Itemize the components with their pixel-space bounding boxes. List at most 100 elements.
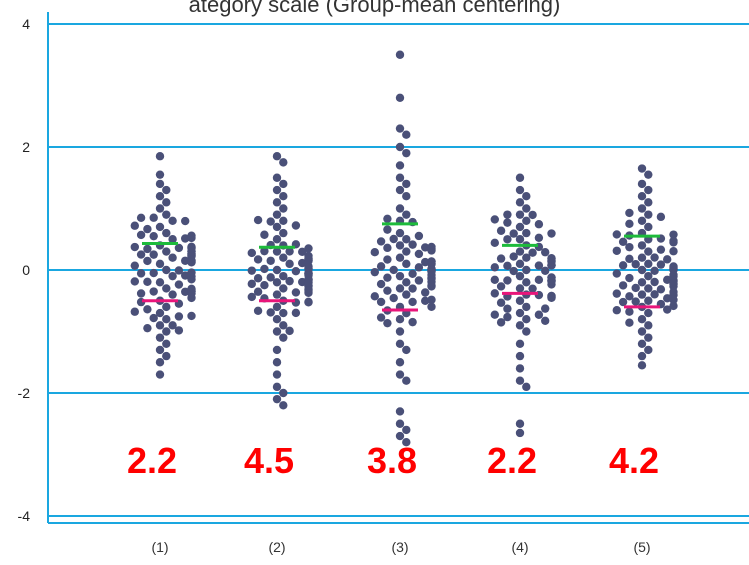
- data-point: [304, 288, 313, 297]
- data-point: [503, 276, 512, 285]
- data-point: [143, 224, 152, 234]
- data-point: [421, 288, 430, 297]
- data-point: [187, 231, 196, 240]
- data-point: [155, 278, 165, 287]
- data-point: [272, 315, 282, 324]
- data-point: [383, 286, 392, 295]
- data-point: [376, 262, 386, 271]
- data-point: [515, 376, 525, 385]
- data-point: [266, 308, 275, 317]
- data-point: [669, 295, 678, 305]
- data-point: [631, 283, 640, 293]
- data-point: [547, 276, 556, 285]
- data-point: [625, 273, 634, 283]
- data-point: [272, 327, 282, 336]
- data-point: [272, 278, 282, 287]
- data-point: [644, 185, 653, 195]
- group-value-label: 2.2: [127, 440, 177, 481]
- data-point: [427, 295, 436, 304]
- data-point: [155, 333, 165, 342]
- data-point: [656, 245, 666, 254]
- data-point: [395, 124, 405, 133]
- data-point: [162, 351, 171, 361]
- data-point: [143, 305, 152, 314]
- data-point: [149, 231, 158, 241]
- data-point: [155, 179, 165, 189]
- data-point: [279, 308, 288, 318]
- data-point: [187, 287, 196, 296]
- data-point: [644, 333, 653, 342]
- data-point: [155, 192, 165, 201]
- data-point: [547, 293, 556, 302]
- data-point: [402, 235, 411, 244]
- data-point: [383, 318, 392, 328]
- data-point: [279, 158, 288, 167]
- data-point: [503, 235, 512, 244]
- data-point: [162, 185, 171, 195]
- data-point: [612, 289, 621, 298]
- data-point: [155, 152, 165, 161]
- data-point: [272, 290, 282, 299]
- data-point: [427, 257, 436, 266]
- data-point: [174, 280, 184, 289]
- x-tick-label: (2): [268, 539, 285, 555]
- data-point: [395, 228, 405, 238]
- data-point: [395, 93, 405, 103]
- data-point: [644, 198, 653, 207]
- data-point: [402, 247, 411, 256]
- data-point: [291, 266, 301, 276]
- y-tick-label: 2: [22, 139, 30, 155]
- data-point: [669, 287, 678, 297]
- data-point: [155, 170, 165, 179]
- data-point: [266, 273, 275, 282]
- data-point: [656, 212, 666, 222]
- data-point: [515, 284, 525, 293]
- data-point: [383, 273, 392, 282]
- data-point: [260, 264, 269, 274]
- data-point: [272, 358, 282, 367]
- data-point: [656, 260, 666, 269]
- data-point: [272, 198, 282, 207]
- data-point: [181, 271, 190, 280]
- data-point: [515, 419, 525, 428]
- data-point: [612, 246, 621, 255]
- data-point: [515, 271, 525, 281]
- data-point: [395, 431, 405, 441]
- data-point: [370, 267, 379, 277]
- data-point: [395, 419, 405, 428]
- data-point: [376, 313, 386, 322]
- data-point: [266, 217, 275, 226]
- data-point: [414, 249, 424, 259]
- data-point: [402, 148, 411, 158]
- y-tick-label: 0: [22, 262, 30, 278]
- data-point: [515, 222, 525, 232]
- data-point: [130, 242, 139, 252]
- data-point: [515, 198, 525, 207]
- data-point: [669, 247, 678, 256]
- data-point: [162, 327, 171, 336]
- data-point: [522, 315, 531, 324]
- data-point: [496, 318, 506, 327]
- data-point: [637, 204, 647, 213]
- tick-labels: 4 2 0 -2 -4 (1) (2) (3) (4) (5): [18, 16, 651, 555]
- data-point: [663, 275, 672, 285]
- data-point: [427, 282, 436, 291]
- data-point: [644, 170, 653, 179]
- data-point: [279, 321, 288, 330]
- data-point: [298, 277, 307, 287]
- data-point: [130, 221, 139, 230]
- data-point: [618, 237, 628, 247]
- data-point: [625, 208, 634, 218]
- data-point: [395, 271, 405, 281]
- data-point: [143, 244, 152, 254]
- y-tick-label: 4: [22, 16, 30, 32]
- data-point: [421, 296, 430, 306]
- group-value-label: 4.2: [609, 440, 659, 481]
- data-point: [395, 284, 405, 293]
- data-point: [496, 298, 506, 307]
- data-point: [168, 235, 177, 244]
- data-point: [663, 305, 672, 314]
- data-point: [253, 306, 263, 316]
- data-point: [130, 261, 139, 270]
- data-point: [136, 213, 146, 222]
